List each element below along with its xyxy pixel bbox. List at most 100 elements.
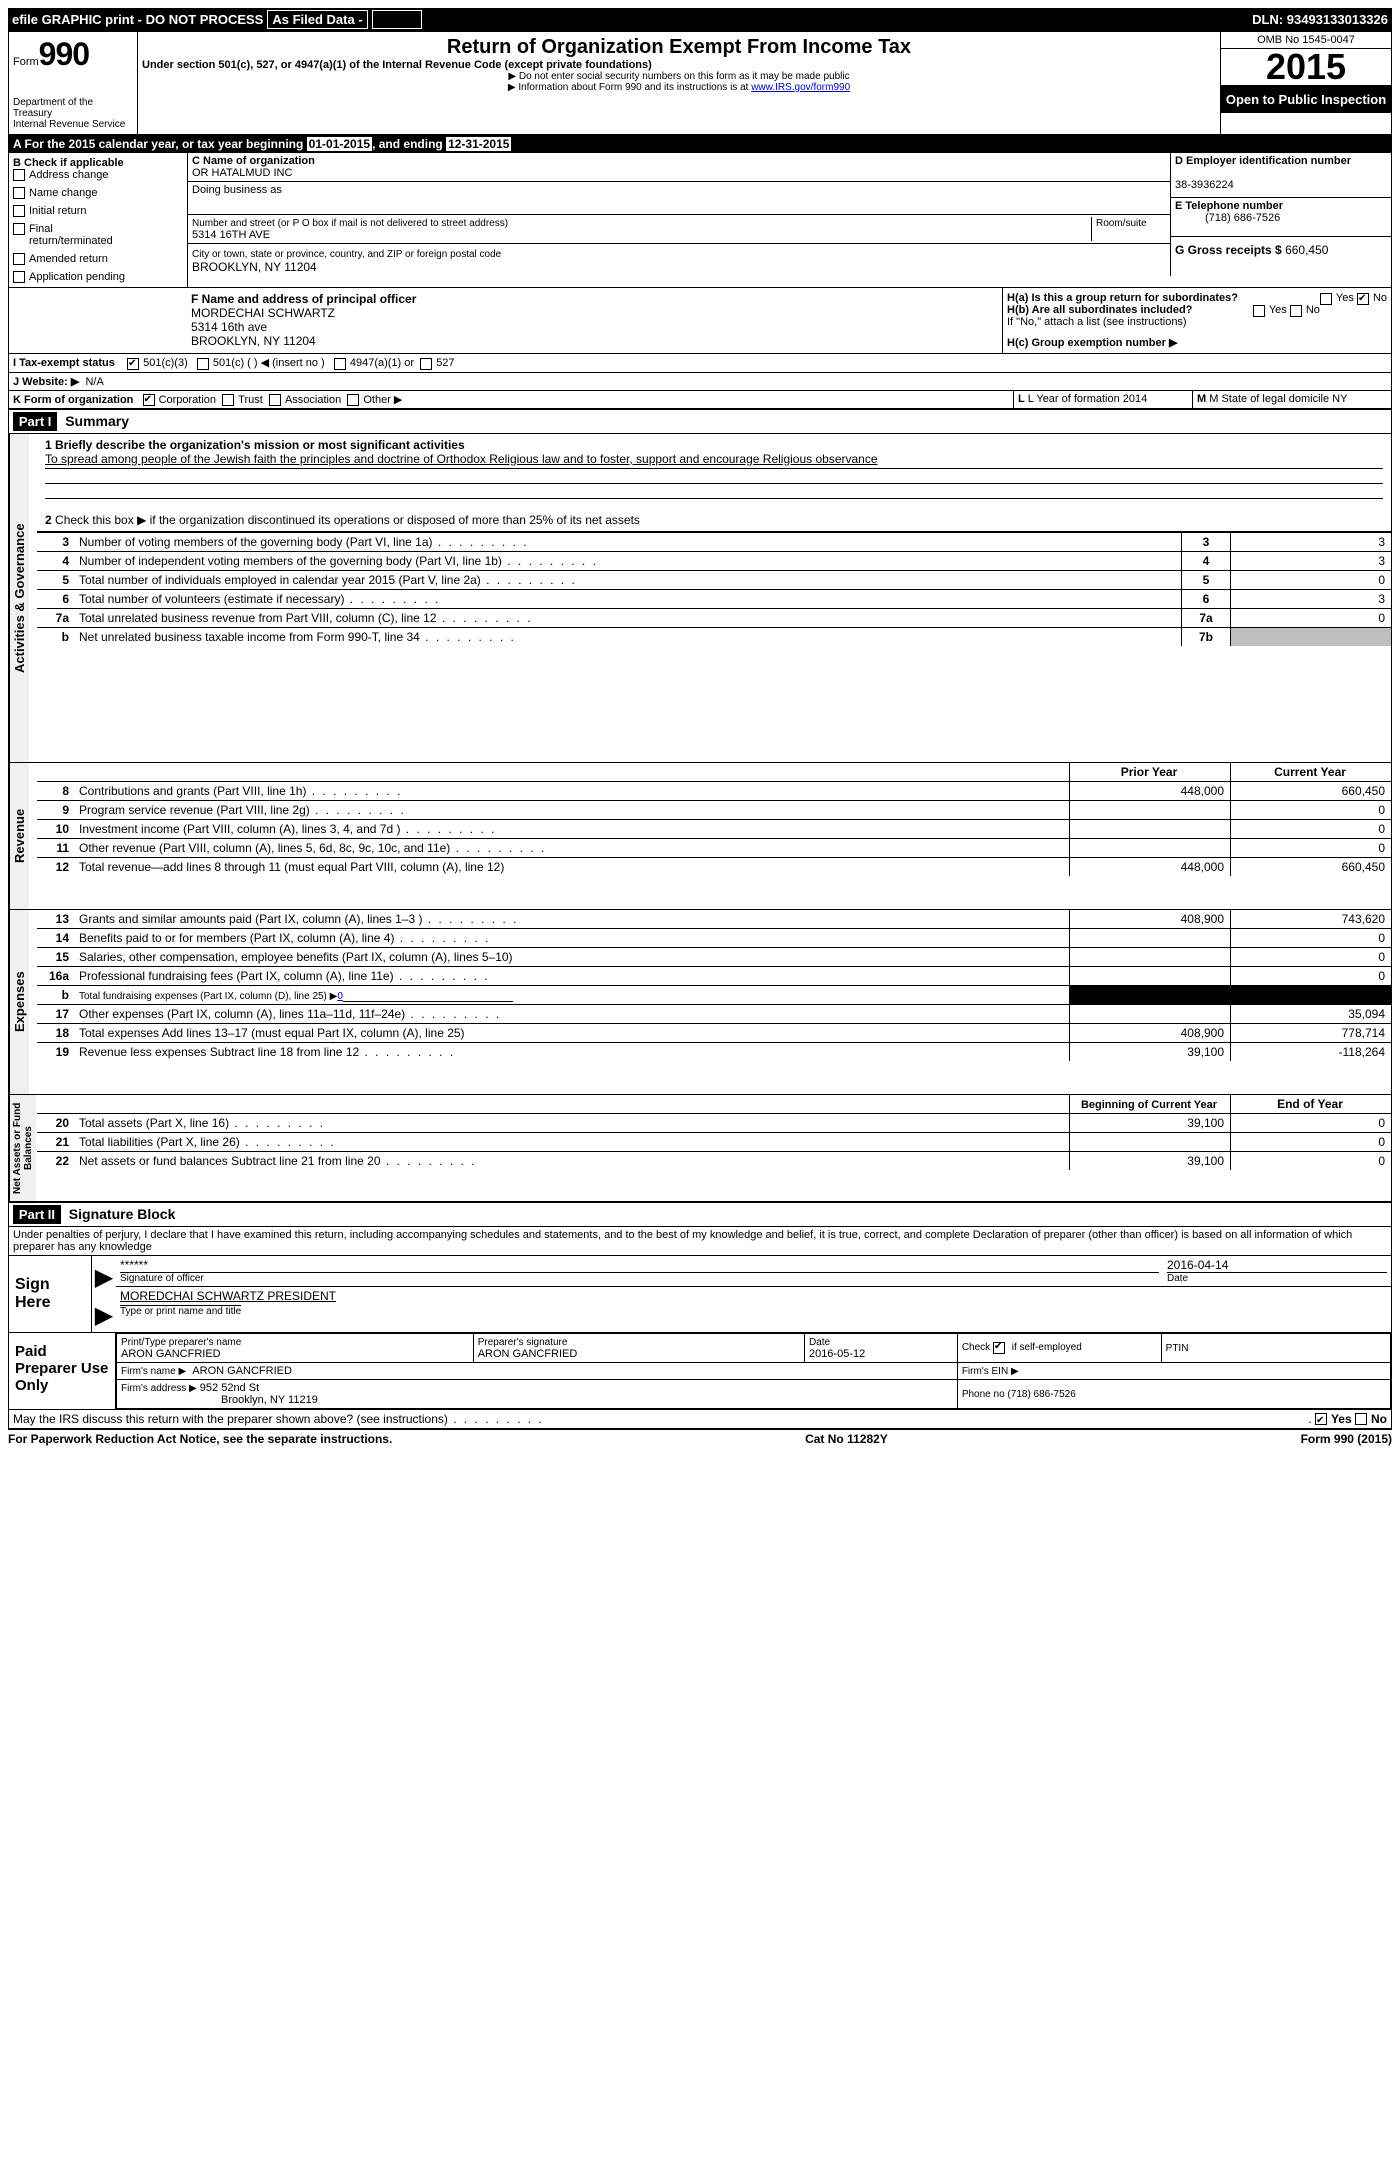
col-headers: Prior Year Current Year [37, 763, 1391, 782]
type-print-label: Type or print name and title [120, 1305, 241, 1317]
check-assoc[interactable] [269, 394, 281, 406]
officer-street: 5314 16th ave [191, 320, 998, 334]
city-label: City or town, state or province, country… [192, 249, 501, 260]
officer-printed: MOREDCHAI SCHWARTZ PRESIDENT [120, 1289, 1387, 1303]
row-12: 12Total revenue—add lines 8 through 11 (… [37, 857, 1391, 876]
row-17: 17Other expenses (Part IX, column (A), l… [37, 1004, 1391, 1023]
row-a-taxyear: A For the 2015 calendar year, or tax yea… [9, 135, 1391, 153]
may-discuss-row: May the IRS discuss this return with the… [9, 1410, 1391, 1429]
phone: (718) 686-7526 [1175, 212, 1280, 224]
arrow-icon: ▶▶ [92, 1256, 116, 1332]
check-501c3[interactable] [127, 358, 139, 370]
check-initial[interactable] [13, 205, 25, 217]
org-name: OR HATALMUD INC [192, 167, 292, 179]
row-i: I Tax-exempt status 501(c)(3) 501(c) ( )… [9, 354, 1391, 372]
ha-no[interactable] [1357, 293, 1369, 305]
box-d-label: D Employer identification number [1175, 155, 1351, 167]
discuss-no[interactable] [1355, 1413, 1367, 1425]
row-14: 14Benefits paid to or for members (Part … [37, 928, 1391, 947]
sig-stars: ****** [120, 1258, 1159, 1272]
row-3: 3Number of voting members of the governi… [37, 532, 1391, 551]
part2-header: Part II Signature Block [9, 1202, 1391, 1227]
efile-label: efile GRAPHIC print - DO NOT PROCESS [12, 12, 263, 27]
h-note: If "No," attach a list (see instructions… [1007, 316, 1387, 328]
paid-preparer-label: Paid Preparer Use Only [9, 1333, 116, 1409]
irs-link[interactable]: www.IRS.gov/form990 [751, 82, 850, 93]
city: BROOKLYN, NY 11204 [192, 260, 317, 274]
dept-treasury: Department of the Treasury [13, 97, 133, 119]
check-corp[interactable] [143, 394, 155, 406]
check-4947[interactable] [334, 358, 346, 370]
sig-date: 2016-04-14 [1167, 1258, 1387, 1272]
blank-box [372, 10, 422, 29]
vert-governance: Activities & Governance [9, 434, 29, 762]
check-amended[interactable] [13, 253, 25, 265]
check-pending[interactable] [13, 271, 25, 283]
row-15: 15Salaries, other compensation, employee… [37, 947, 1391, 966]
ha-row: H(a) Is this a group return for subordin… [1007, 292, 1387, 304]
sign-here-label: Sign Here [9, 1256, 92, 1332]
row-13: 13Grants and similar amounts paid (Part … [37, 910, 1391, 929]
discuss-yes[interactable] [1315, 1413, 1327, 1425]
hb-yes[interactable] [1253, 305, 1265, 317]
hb-no[interactable] [1290, 305, 1302, 317]
row-9: 9Program service revenue (Part VIII, lin… [37, 800, 1391, 819]
check-address[interactable] [13, 169, 25, 181]
ha-yes[interactable] [1320, 293, 1332, 305]
row-6: 6Total number of volunteers (estimate if… [37, 589, 1391, 608]
check-other[interactable] [347, 394, 359, 406]
row-11: 11Other revenue (Part VIII, column (A), … [37, 838, 1391, 857]
top-black-bar: efile GRAPHIC print - DO NOT PROCESS As … [8, 8, 1392, 31]
open-to-public: Open to Public Inspection [1221, 86, 1391, 113]
row-21: 21Total liabilities (Part X, line 26)0 [37, 1132, 1391, 1151]
vert-netassets: Net Assets or Fund Balances [9, 1095, 36, 1201]
box-g-label: G Gross receipts $ [1175, 243, 1285, 257]
sig-officer-label: Signature of officer [120, 1272, 1159, 1284]
form-subtitle: Under section 501(c), 527, or 4947(a)(1)… [142, 59, 1216, 71]
dba-label: Doing business as [192, 184, 282, 196]
dln: DLN: 93493133013326 [1252, 12, 1388, 27]
form-title: Return of Organization Exempt From Incom… [142, 36, 1216, 59]
vert-revenue: Revenue [9, 763, 29, 909]
check-selfemp[interactable] [993, 1342, 1005, 1354]
row-k: K Form of organization Corporation Trust… [9, 391, 1013, 408]
box-e-label: E Telephone number [1175, 200, 1283, 212]
preparer-table: Print/Type preparer's nameARON GANCFRIED… [116, 1333, 1391, 1409]
footer: For Paperwork Reduction Act Notice, see … [8, 1430, 1392, 1446]
box-c-label: C Name of organization [192, 155, 315, 167]
check-final[interactable] [13, 223, 25, 235]
box-f-label: F Name and address of principal officer [191, 292, 998, 306]
officer-city: BROOKLYN, NY 11204 [191, 334, 998, 348]
row-20: 20Total assets (Part X, line 16)39,1000 [37, 1113, 1391, 1132]
mission-text: To spread among people of the Jewish fai… [45, 452, 1383, 469]
info-note: ▶ Information about Form 990 and its ins… [142, 82, 1216, 93]
line1-label: 1 Briefly describe the organization's mi… [45, 438, 1383, 452]
hc-row: H(c) Group exemption number ▶ [1007, 336, 1387, 349]
street-label: Number and street (or P O box if mail is… [192, 218, 508, 229]
tax-year: 2015 [1221, 49, 1391, 86]
check-trust[interactable] [222, 394, 234, 406]
check-namechange[interactable] [13, 187, 25, 199]
row-5: 5Total number of individuals employed in… [37, 570, 1391, 589]
row-j: J Website: ▶ N/A [9, 373, 1391, 391]
row-16a: 16aProfessional fundraising fees (Part I… [37, 966, 1391, 985]
row-16b: bTotal fundraising expenses (Part IX, co… [37, 985, 1391, 1004]
row-l: L L Year of formation 2014 [1013, 391, 1192, 408]
row-19: 19Revenue less expenses Subtract line 18… [37, 1042, 1391, 1061]
vert-expenses: Expenses [9, 910, 29, 1094]
street: 5314 16TH AVE [192, 229, 270, 241]
line2: 2 Check this box ▶ if the organization d… [45, 513, 1383, 527]
check-501c[interactable] [197, 358, 209, 370]
form-number: Form990 [13, 36, 133, 73]
ein: 38-3936224 [1175, 179, 1234, 191]
row-22: 22Net assets or fund balances Subtract l… [37, 1151, 1391, 1170]
gross-receipts: 660,450 [1285, 243, 1328, 257]
col-headers-2: Beginning of Current Year End of Year [37, 1095, 1391, 1114]
row-7a: 7aTotal unrelated business revenue from … [37, 608, 1391, 627]
ssn-note: ▶ Do not enter social security numbers o… [142, 71, 1216, 82]
row-m: M M State of legal domicile NY [1192, 391, 1391, 408]
check-527[interactable] [420, 358, 432, 370]
box-b-label: B Check if applicable [13, 157, 183, 169]
row-18: 18Total expenses Add lines 13–17 (must e… [37, 1023, 1391, 1042]
row-4: 4Number of independent voting members of… [37, 551, 1391, 570]
